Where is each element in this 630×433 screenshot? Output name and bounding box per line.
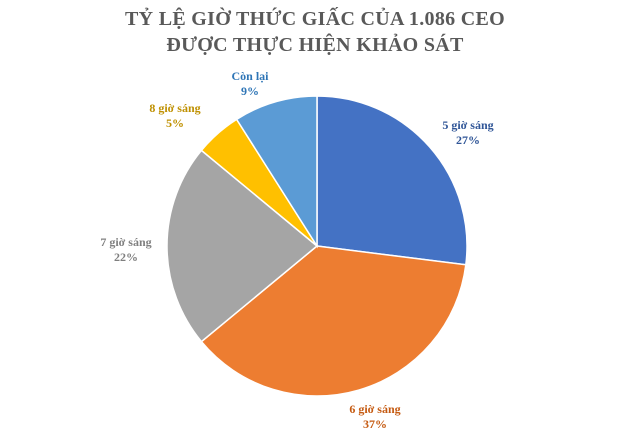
pie-slice-6-gio-sang	[200, 245, 467, 397]
data-label-value-8-gio-sang: 5%	[166, 116, 184, 130]
data-label-category-5-gio-sang: 5 giờ sáng	[442, 118, 493, 132]
pie-slice-7-gio-sang	[166, 149, 319, 343]
chart-title-line-1: TỶ LỆ GIỜ THỨC GIẤC CỦA 1.086 CEO	[125, 8, 505, 30]
data-label-value-5-gio-sang: 27%	[456, 133, 480, 147]
data-label-category-7-gio-sang: 7 giờ sáng	[100, 235, 151, 249]
pie-slice-con-lai	[235, 95, 318, 249]
data-label-value-6-gio-sang: 37%	[363, 417, 387, 431]
chart-title-line-2: ĐƯỢC THỰC HIỆN KHẢO SÁT	[166, 34, 464, 56]
data-label-category-con-lai: Còn lại	[231, 69, 269, 83]
data-label-category-6-gio-sang: 6 giờ sáng	[349, 402, 400, 416]
data-label-category-8-gio-sang: 8 giờ sáng	[149, 101, 200, 115]
chart-title: TỶ LỆ GIỜ THỨC GIẤC CỦA 1.086 CEO ĐƯỢC T…	[0, 6, 630, 58]
data-label-value-con-lai: 9%	[241, 84, 259, 98]
data-label-value-7-gio-sang: 22%	[114, 250, 138, 264]
pie-slice-5-gio-sang	[316, 95, 468, 266]
